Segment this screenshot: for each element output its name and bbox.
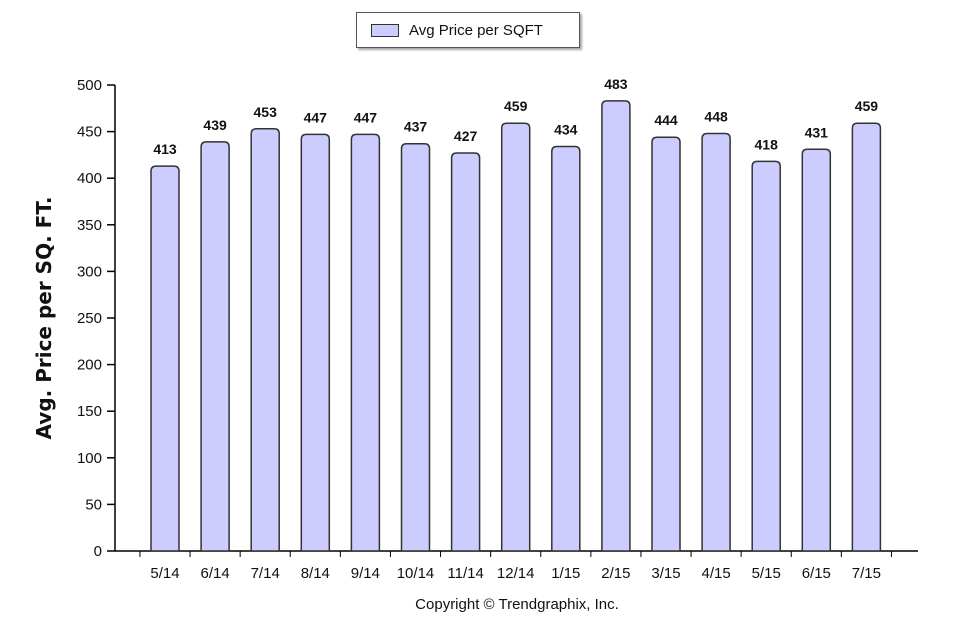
bar xyxy=(350,133,381,552)
x-tick-label: 3/15 xyxy=(651,565,680,582)
legend-label: Avg Price per SQFT xyxy=(409,21,543,39)
y-tick-label: 50 xyxy=(85,496,102,513)
x-tick-label: 8/14 xyxy=(301,565,330,582)
bar xyxy=(400,142,431,552)
bar-value-label: 447 xyxy=(304,109,328,125)
x-tick-label: 2/15 xyxy=(601,565,630,582)
bars xyxy=(150,100,882,552)
bar-value-label: 453 xyxy=(254,104,278,120)
bar-value-label: 447 xyxy=(354,109,378,125)
y-tick-label: 250 xyxy=(77,310,102,327)
bar xyxy=(250,128,280,552)
bar-value-label: 431 xyxy=(805,124,829,140)
bar xyxy=(651,136,681,552)
y-tick-label: 200 xyxy=(77,357,102,374)
bar xyxy=(701,132,731,552)
y-tick-label: 100 xyxy=(77,450,102,467)
y-tick-label: 450 xyxy=(77,124,102,141)
legend-swatch xyxy=(371,23,399,37)
bar-value-label: 437 xyxy=(404,119,428,135)
bar-value-label: 448 xyxy=(704,108,728,124)
bar-value-label: 459 xyxy=(855,98,879,114)
bar-value-label: 459 xyxy=(504,98,528,114)
bar-value-label: 444 xyxy=(654,112,678,128)
bar xyxy=(551,145,581,552)
x-tick-label: 10/14 xyxy=(397,565,435,582)
bar xyxy=(801,148,832,552)
bar-value-label: 427 xyxy=(454,128,478,144)
x-tick-label: 1/15 xyxy=(551,565,580,582)
data-labels: 413 439 453 447 447 437 427 459 434 483 444 448 418 4… xyxy=(153,76,878,157)
bar-value-label: 418 xyxy=(755,136,779,152)
bar xyxy=(851,122,882,552)
bar xyxy=(450,152,481,552)
bar-value-label: 413 xyxy=(153,141,177,157)
x-tick-label: 4/15 xyxy=(701,565,730,582)
y-tick-label: 300 xyxy=(77,263,102,280)
y-tick-label: 350 xyxy=(77,217,102,234)
bar xyxy=(601,100,631,552)
x-tick-label: 7/14 xyxy=(251,565,280,582)
y-tick-label: 150 xyxy=(77,403,102,420)
x-tick-label: 7/15 xyxy=(852,565,881,582)
x-tick-label: 5/15 xyxy=(752,565,781,582)
y-tick-label: 400 xyxy=(77,170,102,187)
x-tick-label: 6/14 xyxy=(200,565,229,582)
bar xyxy=(751,160,781,552)
x-tick-label: 11/14 xyxy=(447,565,483,582)
x-tick-label: 12/14 xyxy=(497,565,535,582)
y-tick-label: 0 xyxy=(94,543,102,560)
bar-value-label: 483 xyxy=(604,76,628,92)
bar-value-label: 434 xyxy=(554,122,578,138)
x-tick-label: 9/14 xyxy=(351,565,380,582)
copyright-text: Copyright © Trendgraphix, Inc. xyxy=(415,596,619,613)
y-axis-title: Avg. Price per SQ. FT. xyxy=(32,197,56,440)
bar xyxy=(300,133,331,552)
legend: Avg Price per SQFT xyxy=(356,12,580,48)
y-axis: 0 50 100 150 200 250 300 350 400 450 500 xyxy=(77,77,116,560)
y-tick-label: 500 xyxy=(77,77,102,94)
bar xyxy=(500,122,531,552)
bar xyxy=(150,165,180,552)
x-tick-label: 5/14 xyxy=(150,565,179,582)
x-axis: 5/14 6/14 7/14 8/14 9/14 10/14 11/14 12/14 1/15 2… xyxy=(115,550,918,582)
x-tick-label: 6/15 xyxy=(802,565,831,582)
bar-value-label: 439 xyxy=(203,117,227,133)
bar xyxy=(200,141,230,552)
